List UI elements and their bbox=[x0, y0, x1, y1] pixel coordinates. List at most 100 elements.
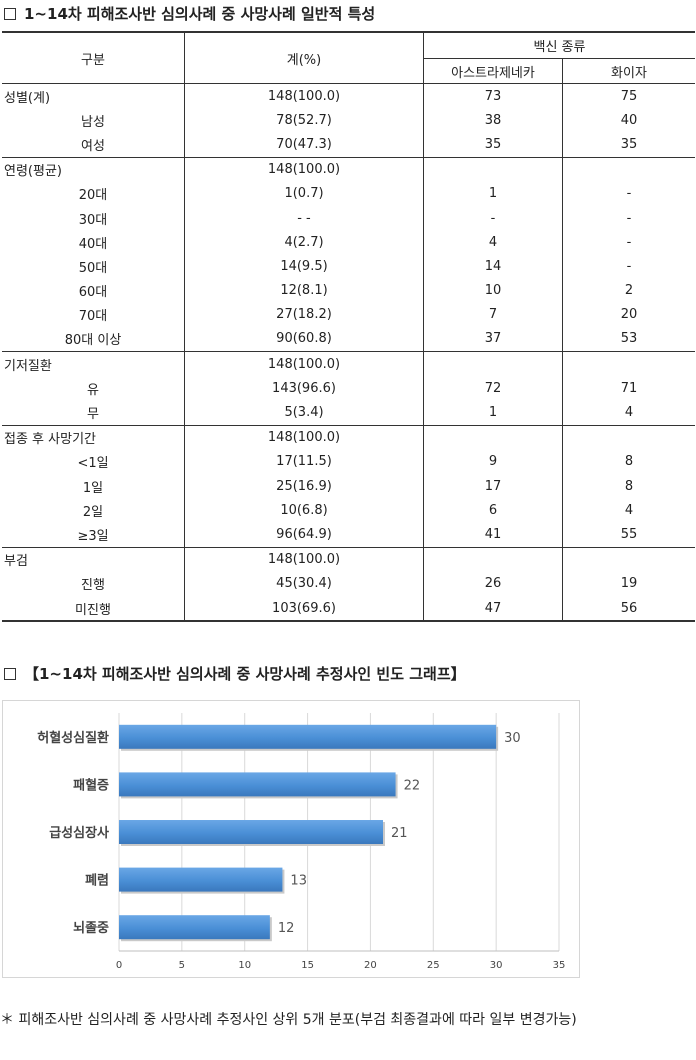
row-pfizer: 40 bbox=[562, 108, 695, 133]
row-total: 96(64.9) bbox=[184, 522, 424, 548]
row-astrazeneca: 37 bbox=[423, 326, 563, 352]
bar bbox=[119, 724, 497, 749]
row-label: 20대 bbox=[78, 188, 108, 204]
category-label: 폐렴 bbox=[85, 874, 109, 889]
table-title-text: 1~14차 피해조사반 심의사례 중 사망사례 일반적 특성 bbox=[24, 5, 376, 23]
row-pfizer bbox=[562, 424, 695, 450]
row-total: 5(3.4) bbox=[184, 400, 424, 426]
table-group-row: 기저질환 148(100.0) bbox=[2, 351, 695, 377]
row-total: 45(30.4) bbox=[184, 571, 424, 596]
x-tick-label: 10 bbox=[238, 960, 251, 971]
table-row: 진행 45(30.4) 26 19 bbox=[2, 571, 695, 596]
row-pfizer bbox=[562, 156, 695, 182]
table-row: 1일 25(16.9) 17 8 bbox=[2, 474, 695, 499]
table-row: 2일 10(6.8) 6 4 bbox=[2, 498, 695, 523]
row-label: 40대 bbox=[78, 236, 108, 252]
bar bbox=[119, 772, 396, 797]
row-total: 90(60.8) bbox=[184, 326, 424, 352]
value-label: 22 bbox=[404, 778, 421, 793]
row-label: 연령(평균) bbox=[2, 156, 185, 182]
checkbox-square-icon bbox=[4, 7, 16, 20]
table-row: 미진행 103(69.6) 47 56 bbox=[2, 595, 695, 623]
header-vaccine-type: 백신 종류 bbox=[423, 32, 695, 59]
category-label: 급성심장사 bbox=[49, 825, 109, 841]
row-label: 미진행 bbox=[2, 595, 185, 623]
characteristics-table: 구분 계(%) 백신 종류 아스트라제네카 화이자 성별(계) 148(100.0… bbox=[2, 31, 695, 623]
row-pfizer: 4 bbox=[562, 400, 695, 426]
x-tick-label: 15 bbox=[301, 960, 314, 971]
chart-section-title: 【1~14차 피해조사반 심의사례 중 사망사례 추정사인 빈도 그래프】 bbox=[4, 663, 466, 684]
table-row: <1일 17(11.5) 9 8 bbox=[2, 449, 695, 474]
row-label: 진행 bbox=[81, 578, 105, 594]
row-total: 148(100.0) bbox=[184, 424, 424, 450]
row-astrazeneca: 1 bbox=[423, 400, 563, 426]
row-label: 접종 후 사망기간 bbox=[2, 424, 185, 450]
checkbox-square-icon bbox=[4, 667, 16, 680]
row-pfizer: 19 bbox=[562, 571, 695, 596]
row-astrazeneca: 47 bbox=[423, 595, 563, 623]
row-astrazeneca: 4 bbox=[423, 230, 563, 255]
bar bbox=[119, 915, 270, 940]
category-label: 패혈증 bbox=[73, 777, 109, 793]
row-label: 유 bbox=[87, 382, 99, 398]
row-pfizer: 8 bbox=[562, 474, 695, 499]
row-total: 148(100.0) bbox=[184, 83, 424, 109]
row-astrazeneca: 9 bbox=[423, 449, 563, 474]
table-section-title: 1~14차 피해조사반 심의사례 중 사망사례 일반적 특성 bbox=[4, 3, 375, 24]
row-total: 78(52.7) bbox=[184, 108, 424, 133]
row-pfizer: 4 bbox=[562, 498, 695, 523]
row-pfizer: 56 bbox=[562, 595, 695, 623]
table-row: ≥3일 96(64.9) 41 55 bbox=[2, 522, 695, 548]
table-group-row: 성별(계) 148(100.0) 73 75 bbox=[2, 83, 695, 109]
row-label: <1일 bbox=[77, 456, 109, 472]
row-label: ≥3일 bbox=[77, 528, 109, 544]
row-pfizer bbox=[562, 351, 695, 377]
table-group-row: 부검 148(100.0) bbox=[2, 546, 695, 572]
row-astrazeneca: 72 bbox=[423, 376, 563, 401]
row-label: 기저질환 bbox=[2, 351, 185, 377]
table-row: 무 5(3.4) 1 4 bbox=[2, 400, 695, 426]
chart-frame: 0 5 10 15 20 25 30 35 허혈성심질환 30 패혈증 22 급성심장사 21 폐렴 13 뇌졸… bbox=[2, 700, 580, 978]
row-astrazeneca: 17 bbox=[423, 474, 563, 499]
chart-title-text: 【1~14차 피해조사반 심의사례 중 사망사례 추정사인 빈도 그래프】 bbox=[24, 665, 466, 683]
category-label: 허혈성심질환 bbox=[37, 730, 109, 746]
row-astrazeneca: 6 bbox=[423, 498, 563, 523]
table-row: 유 143(96.6) 72 71 bbox=[2, 376, 695, 401]
row-label: 2일 bbox=[82, 504, 104, 520]
table-row: 70대 27(18.2) 7 20 bbox=[2, 302, 695, 327]
table-group-row: 접종 후 사망기간 148(100.0) bbox=[2, 424, 695, 450]
table-row: 30대 - --- bbox=[2, 205, 695, 231]
row-astrazeneca bbox=[423, 351, 563, 377]
row-total: 27(18.2) bbox=[184, 302, 424, 327]
row-label: 70대 bbox=[78, 309, 108, 325]
row-total: 10(6.8) bbox=[184, 498, 424, 523]
row-total: 103(69.6) bbox=[184, 595, 424, 623]
death-cause-bar-chart: 0 5 10 15 20 25 30 35 허혈성심질환 30 패혈증 22 급성심장사 21 폐렴 13 뇌졸… bbox=[37, 713, 566, 971]
x-tick-label: 35 bbox=[553, 960, 566, 971]
row-pfizer: - bbox=[562, 230, 695, 255]
row-total: 70(47.3) bbox=[184, 132, 424, 158]
row-total: 14(9.5) bbox=[184, 254, 424, 279]
bar bbox=[119, 820, 383, 844]
header-category: 구분 bbox=[2, 32, 185, 84]
row-pfizer: - bbox=[562, 181, 695, 206]
row-pfizer bbox=[562, 546, 695, 572]
row-astrazeneca: 14 bbox=[423, 254, 563, 279]
row-astrazeneca: 26 bbox=[423, 571, 563, 596]
row-label: 50대 bbox=[78, 260, 108, 276]
row-astrazeneca: 10 bbox=[423, 278, 563, 303]
value-label: 13 bbox=[290, 874, 307, 889]
table-row: 여성 70(47.3) 35 35 bbox=[2, 132, 695, 158]
table-body: 성별(계) 148(100.0) 73 75 남성 78(52.7) 38 40 여성 70(47… bbox=[2, 83, 695, 623]
row-astrazeneca: 1 bbox=[423, 181, 563, 206]
row-total: 4(2.7) bbox=[184, 230, 424, 255]
row-label: 1일 bbox=[82, 480, 104, 496]
row-astrazeneca: 73 bbox=[423, 83, 563, 109]
row-label: 무 bbox=[87, 407, 99, 423]
row-label: 30대 bbox=[78, 212, 108, 228]
footnote: ＊ 피해조사반 심의사례 중 사망사례 추정사인 상위 5개 분포(부검 최종결… bbox=[0, 1012, 577, 1028]
value-label: 12 bbox=[278, 921, 295, 936]
row-pfizer: 8 bbox=[562, 449, 695, 474]
row-astrazeneca: - bbox=[423, 205, 563, 231]
row-pfizer: 53 bbox=[562, 326, 695, 352]
